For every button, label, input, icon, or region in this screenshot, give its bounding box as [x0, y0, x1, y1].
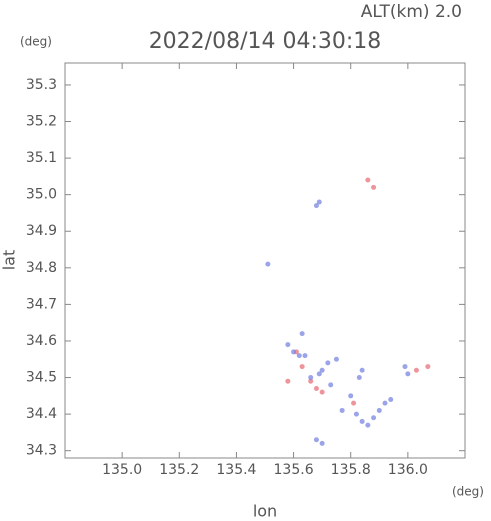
y-tick-label: 34.7	[26, 296, 57, 312]
echo-point	[371, 184, 377, 190]
y-tick-label: 35.0	[26, 187, 57, 203]
echo-point	[302, 353, 308, 359]
echo-point	[351, 400, 357, 406]
echo-point	[308, 375, 314, 381]
echo-point	[328, 382, 334, 388]
y-tick-label: 34.3	[26, 443, 57, 459]
echo-point	[413, 367, 419, 373]
y-axis-label: lat	[0, 250, 19, 271]
x-tick-label: 135.6	[274, 462, 314, 478]
altitude: ALT(km) 2.0	[361, 2, 462, 22]
y-tick-label: 34.4	[26, 406, 57, 422]
echo-point	[285, 378, 291, 384]
echo-point	[325, 360, 331, 366]
echo-point	[353, 411, 359, 417]
echo-point	[319, 367, 325, 373]
echo-point	[285, 342, 291, 348]
y-tick-label: 35.3	[26, 77, 57, 93]
echo-point	[299, 331, 305, 337]
y-tick-label: 34.9	[26, 223, 57, 239]
x-tick-label: 135.0	[102, 462, 142, 478]
x-tick-label: 135.4	[216, 462, 256, 478]
y-tick-label: 34.5	[26, 370, 57, 386]
echo-point	[348, 393, 354, 399]
echo-point	[333, 356, 339, 362]
x-tick-label: 135.2	[159, 462, 199, 478]
y-tick-label: 34.6	[26, 333, 57, 349]
echo-point	[371, 415, 377, 421]
x-tick-label: 135.8	[331, 462, 371, 478]
echo-point	[356, 375, 362, 381]
echo-point	[425, 364, 431, 370]
echo-point	[319, 440, 325, 446]
echo-point	[402, 364, 408, 370]
echo-point	[405, 371, 411, 377]
echo-point	[316, 371, 322, 377]
echo-point	[365, 177, 371, 183]
echo-point	[359, 418, 365, 424]
plot-frame	[64, 62, 466, 459]
echo-point	[308, 378, 314, 384]
y-unit: (deg)	[20, 35, 52, 49]
echo-point	[339, 407, 345, 413]
y-tick-label: 35.1	[26, 150, 57, 166]
echo-point	[313, 386, 319, 392]
echo-point	[291, 349, 297, 355]
echo-point	[382, 400, 388, 406]
echo-point	[388, 396, 394, 402]
echo-point	[299, 364, 305, 370]
echo-point	[376, 407, 382, 413]
echo-point	[313, 437, 319, 443]
x-unit: (deg)	[452, 485, 484, 499]
y-tick-label: 34.8	[26, 260, 57, 276]
echo-point	[319, 389, 325, 395]
echo-point	[313, 203, 319, 209]
chart-title: 2022/08/14 04:30:18	[149, 29, 382, 54]
echo-point	[316, 199, 322, 205]
echo-point	[365, 422, 371, 428]
y-tick-label: 35.2	[26, 114, 57, 130]
x-tick-label: 136.0	[388, 462, 428, 478]
echo-point	[296, 353, 302, 359]
echo-point	[359, 367, 365, 373]
echo-point	[265, 261, 271, 267]
x-axis-label: lon	[253, 502, 277, 521]
